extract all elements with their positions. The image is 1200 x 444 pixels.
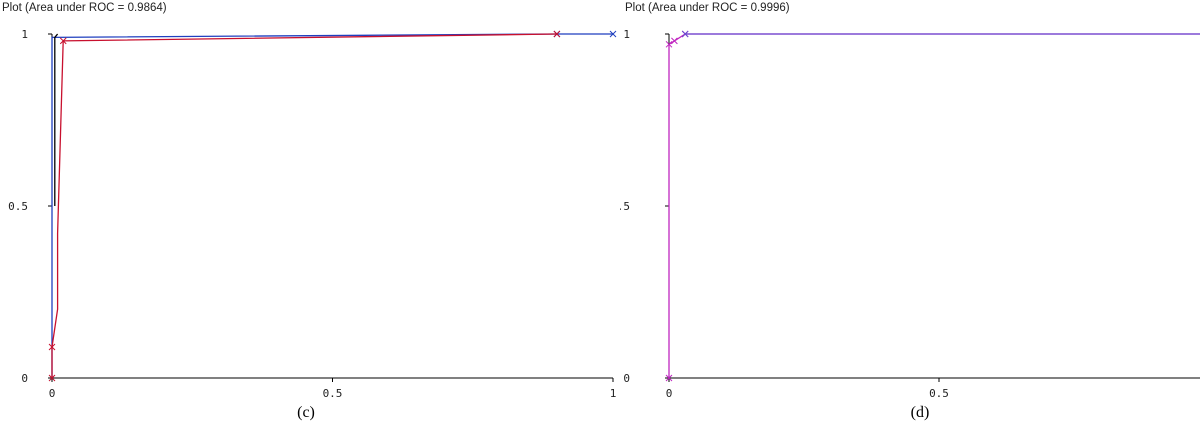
plot-d-title: Plot (Area under ROC = 0.9996) xyxy=(625,2,790,14)
y-tick-label: 0.5 xyxy=(8,200,28,213)
x-tick-label: 0.5 xyxy=(323,387,343,400)
roc-series-line xyxy=(51,33,613,378)
caption-d: (d) xyxy=(910,404,930,421)
roc-plot-c: 0 0.5 1 0 0.5 1 xyxy=(8,28,617,400)
data-point-marker xyxy=(671,37,678,45)
plot-c-title: Plot (Area under ROC = 0.9864) xyxy=(2,2,167,14)
y-tick-label: 0 xyxy=(623,372,630,385)
data-point-marker xyxy=(681,30,689,38)
x-tick-label: 1 xyxy=(610,387,617,400)
y-tick-label: 0.5 xyxy=(620,200,630,213)
data-point-marker xyxy=(553,30,561,38)
y-tick-label: 0 xyxy=(21,372,28,385)
y-tick-label: 1 xyxy=(21,28,28,41)
data-point-marker xyxy=(48,374,56,382)
roc-series-line xyxy=(54,33,59,206)
roc-series-line xyxy=(51,33,557,378)
y-tick-label: 1 xyxy=(623,28,630,41)
data-point-marker xyxy=(665,374,673,382)
x-tick-label: 0 xyxy=(49,387,56,400)
data-point-marker xyxy=(59,37,67,45)
data-point-marker xyxy=(609,30,617,38)
roc-series-line xyxy=(668,33,1200,378)
caption-c: (c) xyxy=(297,404,315,421)
x-tick-label: 0.5 xyxy=(929,387,949,400)
data-point-marker xyxy=(665,40,673,48)
data-point-marker xyxy=(48,343,56,351)
x-tick-label: 0 xyxy=(666,387,673,400)
